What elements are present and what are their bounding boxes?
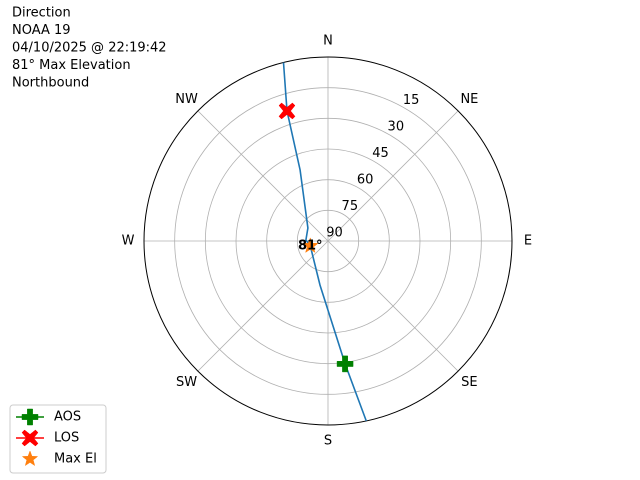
theta-tick-label: NE [460, 92, 478, 107]
legend-marker [21, 450, 39, 467]
theta-tick-label: NW [175, 92, 198, 107]
r-tick-label: 30 [388, 119, 405, 134]
r-tick-label: 75 [342, 199, 359, 214]
title-line: 81° Max Elevation [12, 58, 131, 73]
track-line [282, 62, 368, 422]
title-line: Direction [12, 6, 71, 21]
data-label: 81° [298, 238, 323, 253]
theta-tick-label: E [524, 234, 532, 249]
legend-box [9, 404, 107, 474]
theta-tick-label: SE [461, 375, 477, 390]
r-tick-label: 90 [326, 226, 343, 241]
marker [336, 355, 354, 373]
ring-grid-line [235, 148, 421, 334]
title-block: Direction NOAA 19 04/10/2025 @ 22:19:42 81°… [12, 6, 167, 91]
grid: N NE E SE S SW W NW 90 75 60 45 30 15 [122, 34, 533, 449]
title-line: NOAA 19 [12, 23, 71, 38]
r-tick-label: 60 [357, 173, 374, 188]
title-line: Northbound [12, 76, 89, 91]
r-tick-label: 45 [372, 146, 389, 161]
marker [302, 237, 319, 253]
ring-grid-line [174, 87, 482, 395]
ring-grid-line [296, 209, 360, 273]
r-tick-label: 15 [403, 93, 420, 108]
plot: 81° [278, 62, 368, 422]
legend-label: Max El [54, 452, 97, 467]
theta-tick-label: N [323, 34, 333, 49]
ring-grid-line [204, 117, 452, 365]
theta-tick-label: SW [176, 375, 197, 390]
theta-tick-label: W [122, 234, 135, 249]
legend-marker [21, 408, 39, 426]
legend-label: LOS [54, 431, 79, 446]
polar-frame [143, 56, 513, 426]
marker [278, 102, 296, 120]
legend: AOS LOS Max El [9, 404, 107, 474]
theta-tick-label: S [324, 434, 332, 449]
legend-label: AOS [54, 410, 81, 425]
legend-marker [21, 429, 39, 447]
ring-grid-line [266, 179, 390, 303]
title-line: 04/10/2025 @ 22:19:42 [12, 41, 167, 56]
